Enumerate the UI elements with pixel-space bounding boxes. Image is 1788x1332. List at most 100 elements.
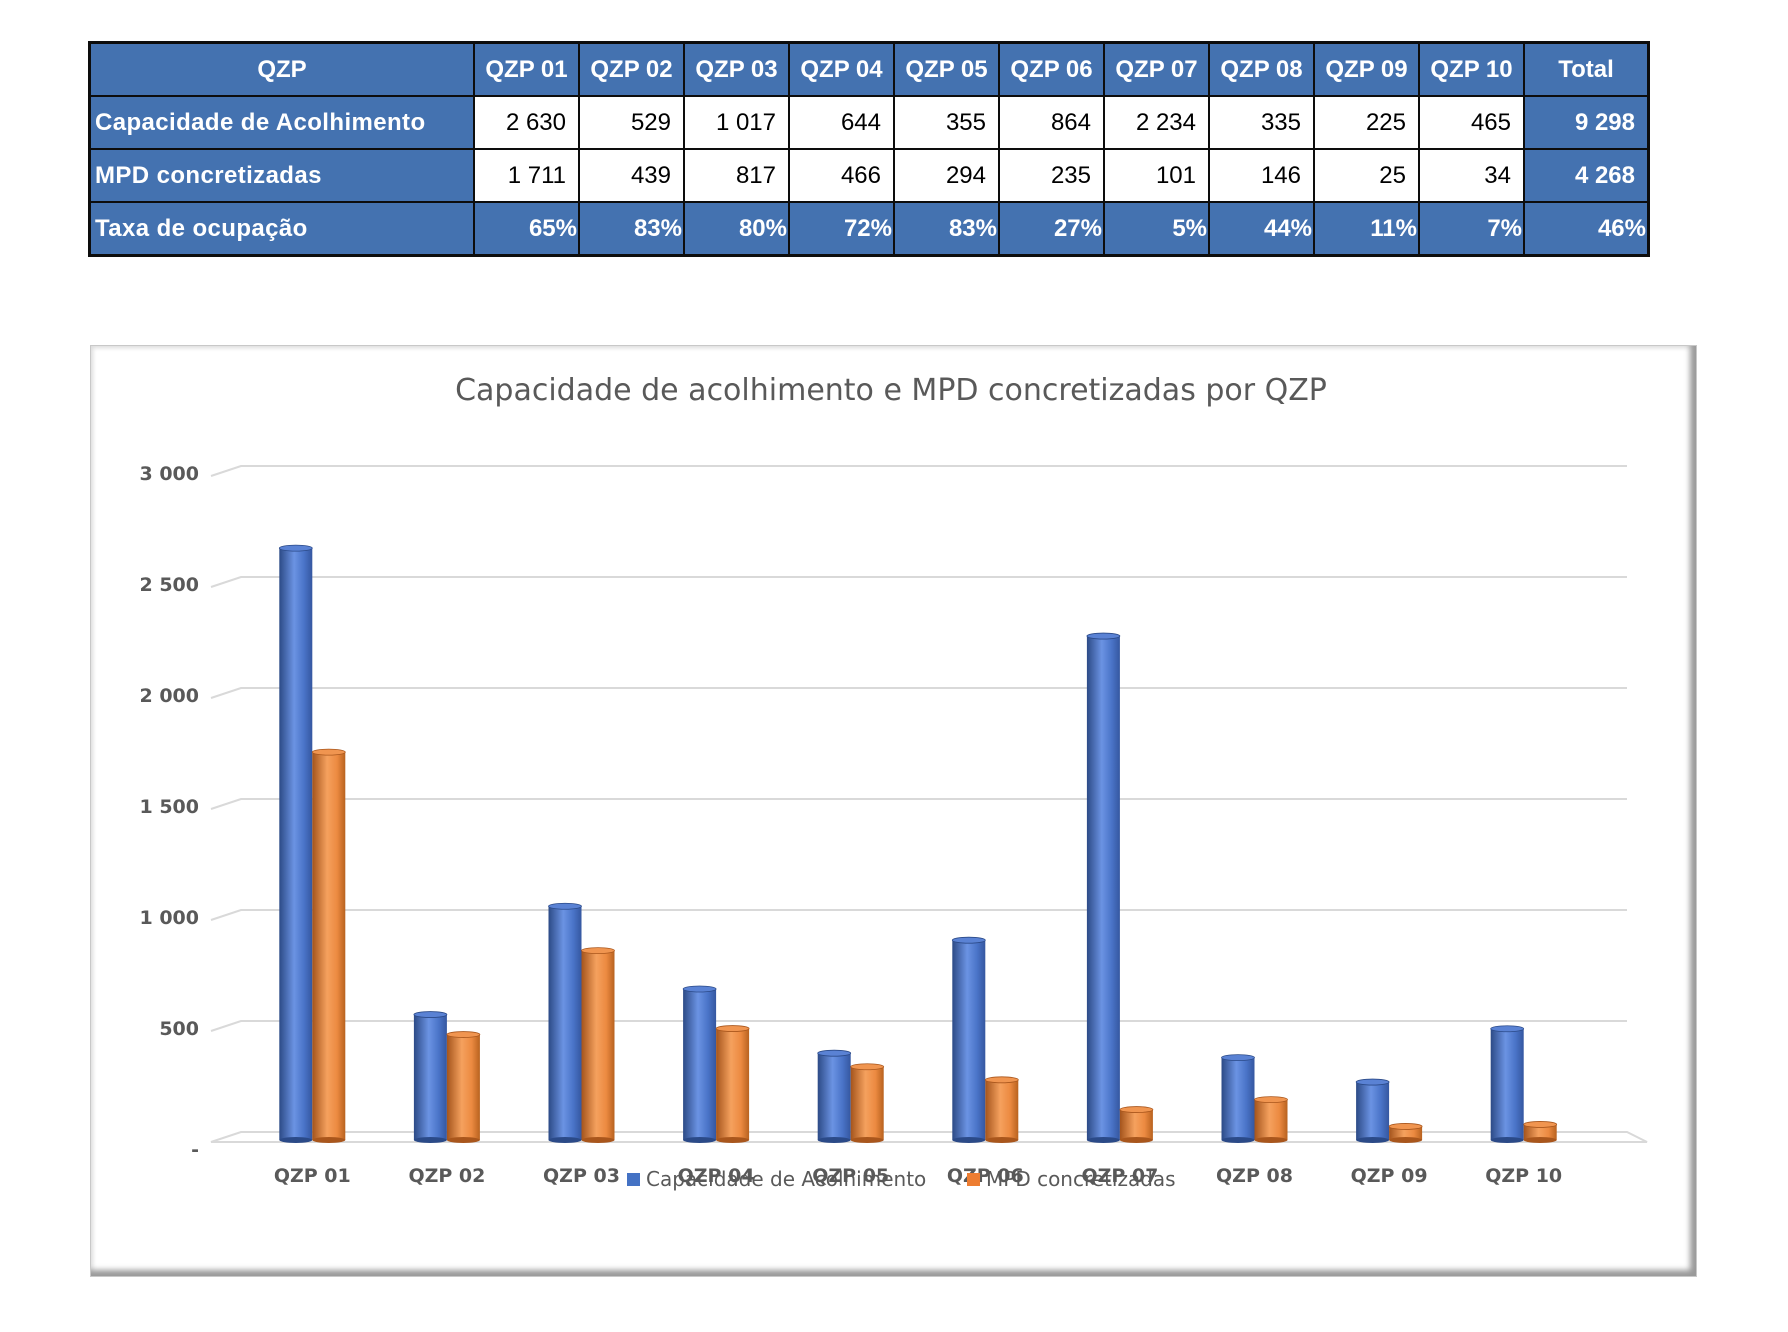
- bar-base: [683, 1137, 717, 1143]
- bar-cap: [548, 902, 582, 910]
- bar-capacidade: [548, 906, 582, 1140]
- bar-cap: [1221, 1054, 1255, 1062]
- table-row-mpd: MPD concretizadas 1 711 439 817 466 294 …: [88, 148, 1650, 203]
- x-tick-label: QZP 04: [678, 1165, 755, 1187]
- legend-label: Capacidade de Acolhimento: [646, 1167, 926, 1191]
- bar-base: [1086, 1137, 1120, 1143]
- header-qzp: QZP: [88, 41, 475, 97]
- bar-base: [312, 1137, 346, 1143]
- row-label: Taxa de ocupação: [88, 201, 475, 257]
- bar-capacidade: [1221, 1057, 1255, 1140]
- table-cell: 1 711: [473, 148, 580, 203]
- summary-table: QZP QZP 01 QZP 02 QZP 03 QZP 04 QZP 05 Q…: [88, 41, 1650, 257]
- total-cell: 46%: [1523, 201, 1650, 257]
- header-col: QZP 03: [683, 41, 790, 97]
- x-tick-label: QZP 03: [543, 1165, 620, 1187]
- x-tick-label: QZP 06: [947, 1165, 1024, 1187]
- bar-capacidade: [413, 1014, 447, 1140]
- gridline: [210, 465, 1627, 477]
- total-cell: 9 298: [1523, 95, 1650, 150]
- header-col: QZP 05: [893, 41, 1000, 97]
- bar-cap: [817, 1049, 852, 1057]
- table-cell: 83%: [893, 201, 1000, 257]
- table-cell: 25: [1313, 148, 1420, 203]
- row-label: Capacidade de Acolhimento: [88, 95, 475, 150]
- table-row-capacidade: Capacidade de Acolhimento 2 630 529 1 01…: [88, 95, 1650, 150]
- bar-cap: [682, 985, 717, 993]
- bar-cap: [581, 947, 615, 955]
- bar-cap: [1119, 1106, 1154, 1113]
- table-cell: 235: [998, 148, 1105, 203]
- bar-mpd: [1254, 1099, 1288, 1140]
- bar-mpd: [716, 1028, 750, 1140]
- gridline: [210, 576, 1627, 588]
- gridline: [210, 909, 1627, 921]
- bar-cap: [1523, 1121, 1558, 1128]
- header-total: Total: [1523, 41, 1650, 97]
- header-col: QZP 09: [1313, 41, 1420, 97]
- bar-mpd: [1523, 1124, 1557, 1140]
- bar-mpd: [850, 1066, 884, 1140]
- table-cell: 34: [1418, 148, 1525, 203]
- bar-capacidade: [1490, 1028, 1524, 1140]
- bar-cap: [1490, 1025, 1525, 1033]
- bar-cap: [413, 1011, 448, 1018]
- table-cell: 817: [683, 148, 790, 203]
- y-axis-ticks: - 500 1 000 1 500 2 000 2 500 3 000: [140, 463, 200, 1161]
- table-cell: 335: [1208, 95, 1315, 150]
- bar-base: [446, 1137, 480, 1143]
- bar-mpd: [446, 1034, 480, 1140]
- legend-swatch: [967, 1173, 980, 1186]
- table-cell: 72%: [788, 201, 895, 257]
- bar-cap: [1254, 1096, 1288, 1103]
- x-axis-ticks: QZP 01 QZP 02 QZP 03 QZP 04 QZP 05 QZP 06 QZP …: [274, 1165, 1562, 1187]
- bar-base: [1490, 1137, 1524, 1143]
- table-cell: 2 630: [473, 95, 580, 150]
- y-tick-label: 1 500: [140, 796, 200, 818]
- table-cell: 83%: [578, 201, 685, 257]
- table-cell: 5%: [1103, 201, 1210, 257]
- table-cell: 644: [788, 95, 895, 150]
- table-header-row: QZP QZP 01 QZP 02 QZP 03 QZP 04 QZP 05 Q…: [88, 41, 1650, 97]
- bar-mpd: [1119, 1109, 1153, 1140]
- legend-swatch: [627, 1173, 640, 1186]
- bar-mpd: [581, 950, 615, 1140]
- bar-capacidade: [1086, 636, 1120, 1140]
- table-row-taxa: Taxa de ocupação 65% 83% 80% 72% 83% 27%…: [88, 201, 1650, 257]
- bar-capacidade: [952, 940, 986, 1140]
- bar-cap: [278, 544, 313, 552]
- x-tick-label: QZP 01: [274, 1165, 351, 1187]
- bar-capacidade: [817, 1053, 851, 1140]
- bar-base: [1523, 1137, 1557, 1143]
- bar-capacidade: [1356, 1082, 1390, 1140]
- table-cell: 294: [893, 148, 1000, 203]
- table-cell: 146: [1208, 148, 1315, 203]
- bar-base: [716, 1137, 750, 1143]
- table-cell: 355: [893, 95, 1000, 150]
- x-tick-label: QZP 02: [408, 1165, 485, 1187]
- y-tick-label: 2 500: [140, 574, 200, 596]
- x-tick-label: QZP 10: [1485, 1165, 1562, 1187]
- header-col: QZP 02: [578, 41, 685, 97]
- legend-label: MPD concretizadas: [986, 1167, 1176, 1191]
- bar-cap: [446, 1031, 481, 1038]
- x-tick-label: QZP 09: [1351, 1165, 1428, 1187]
- header-col: QZP 01: [473, 41, 580, 97]
- y-tick-label: 1 000: [140, 907, 200, 929]
- table-cell: 80%: [683, 201, 790, 257]
- chart-frame: Capacidade de acolhimento e MPD concreti…: [90, 345, 1697, 1277]
- bar-base: [1254, 1137, 1288, 1143]
- bar-cap: [1355, 1078, 1390, 1086]
- gridline: [210, 798, 1627, 810]
- bar-base: [581, 1137, 615, 1143]
- bar-mpd: [1389, 1126, 1423, 1140]
- bar-capacidade: [279, 548, 313, 1140]
- bar-base: [1119, 1137, 1153, 1143]
- row-label: MPD concretizadas: [88, 148, 475, 203]
- bar-base: [1356, 1137, 1390, 1143]
- y-tick-label: 3 000: [140, 463, 200, 485]
- bar-mpd: [985, 1079, 1019, 1140]
- table-cell: 11%: [1313, 201, 1420, 257]
- table-cell: 101: [1103, 148, 1210, 203]
- legend: Capacidade de Acolhimento MPD concretizad…: [627, 1167, 1176, 1191]
